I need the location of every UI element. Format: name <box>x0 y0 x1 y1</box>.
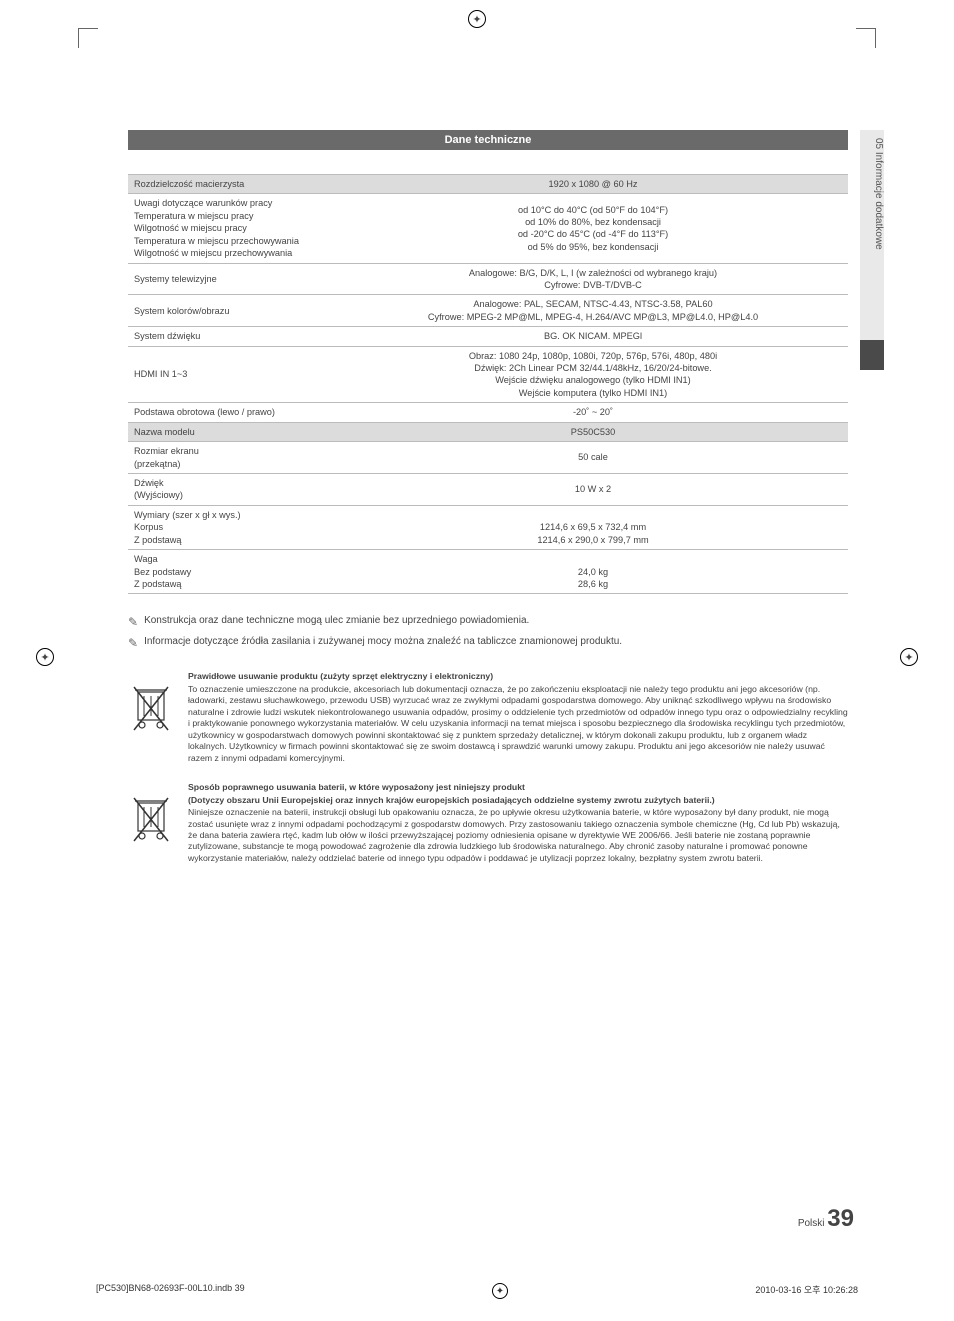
table-row: Systemy telewizyjneAnalogowe: B/G, D/K, … <box>128 263 848 295</box>
table-row: Podstawa obrotowa (lewo / prawo)-20˚ ~ 2… <box>128 403 848 422</box>
disposal-2-text: Sposób poprawnego usuwania baterii, w kt… <box>188 782 848 864</box>
spec-label: WagaBez podstawyZ podstawą <box>128 550 338 594</box>
table-row: Dźwięk(Wyjściowy)10 W x 2 <box>128 474 848 506</box>
crop-mark-tr <box>856 28 876 48</box>
table-row: WagaBez podstawyZ podstawą24,0 kg28,6 kg <box>128 550 848 594</box>
disposal-2-body: Niniejsze oznaczenie na baterii, instruk… <box>188 807 848 864</box>
spec-value: 10 W x 2 <box>338 474 848 506</box>
spec-table: Rozdzielczość macierzysta1920 x 1080 @ 6… <box>128 174 848 594</box>
side-tab: 05 Informacje dodatkowe <box>860 130 884 370</box>
spec-value: 1920 x 1080 @ 60 Hz <box>338 175 848 194</box>
table-row: HDMI IN 1~3Obraz: 1080 24p, 1080p, 1080i… <box>128 346 848 403</box>
print-registration-mark-left <box>36 648 54 666</box>
table-row: System dźwiękuBG. OK NICAM. MPEGl <box>128 327 848 346</box>
spec-value: PS50C530 <box>338 422 848 441</box>
table-row: System kolorów/obrazuAnalogowe: PAL, SEC… <box>128 295 848 327</box>
print-registration-mark-top <box>468 10 486 28</box>
section-header: Dane techniczne <box>128 130 848 150</box>
note-2: ✎ Informacje dotyczące źródła zasilania … <box>128 633 848 653</box>
print-footer-file: [PC530]BN68-02693F-00L10.indb 39 <box>96 1283 245 1299</box>
spec-value: od 10°C do 40°C (od 50°F do 104°F)od 10%… <box>338 194 848 263</box>
disposal-2-subtitle: (Dotyczy obszaru Unii Europejskiej oraz … <box>188 795 848 806</box>
spec-label: Rozdzielczość macierzysta <box>128 175 338 194</box>
footer-lang: Polski <box>798 1218 825 1229</box>
spec-value: 1214,6 x 69,5 x 732,4 mm1214,6 x 290,0 x… <box>338 505 848 549</box>
print-footer: [PC530]BN68-02693F-00L10.indb 39 2010-03… <box>96 1283 858 1299</box>
battery-disposal-icon <box>128 790 174 848</box>
note-icon: ✎ <box>128 612 138 632</box>
table-row: Wymiary (szer x gł x wys.)KorpusZ podsta… <box>128 505 848 549</box>
note-1: ✎ Konstrukcja oraz dane techniczne mogą … <box>128 612 848 632</box>
spec-value: 24,0 kg28,6 kg <box>338 550 848 594</box>
disposal-block-1: Prawidłowe usuwanie produktu (zużyty spr… <box>128 671 848 764</box>
spec-label: Rozmiar ekranu(przekątna) <box>128 442 338 474</box>
spec-label: Systemy telewizyjne <box>128 263 338 295</box>
weee-icon <box>128 679 174 737</box>
spec-label: Podstawa obrotowa (lewo / prawo) <box>128 403 338 422</box>
spec-value: BG. OK NICAM. MPEGl <box>338 327 848 346</box>
spec-value: Analogowe: PAL, SECAM, NTSC-4.43, NTSC-3… <box>338 295 848 327</box>
page-content: Dane techniczne Rozdzielczość macierzyst… <box>128 130 848 864</box>
spec-label: Nazwa modelu <box>128 422 338 441</box>
spec-label: System dźwięku <box>128 327 338 346</box>
footer-page-num: 39 <box>827 1205 854 1232</box>
page-footer: Polski 39 <box>798 1205 854 1233</box>
print-footer-timestamp: 2010-03-16 오후 10:26:28 <box>755 1283 858 1299</box>
crop-mark-tl <box>78 28 98 48</box>
spec-label: Dźwięk(Wyjściowy) <box>128 474 338 506</box>
note-icon: ✎ <box>128 633 138 653</box>
disposal-2-title: Sposób poprawnego usuwania baterii, w kt… <box>188 782 848 793</box>
table-row: Uwagi dotyczące warunków pracyTemperatur… <box>128 194 848 263</box>
spec-value: 50 cale <box>338 442 848 474</box>
spec-label: HDMI IN 1~3 <box>128 346 338 403</box>
disposal-block-2: Sposób poprawnego usuwania baterii, w kt… <box>128 782 848 864</box>
spec-label: System kolorów/obrazu <box>128 295 338 327</box>
notes-block: ✎ Konstrukcja oraz dane techniczne mogą … <box>128 612 848 653</box>
table-row: Nazwa modeluPS50C530 <box>128 422 848 441</box>
spec-label: Wymiary (szer x gł x wys.)KorpusZ podsta… <box>128 505 338 549</box>
print-registration-mark-bottom <box>492 1283 508 1299</box>
note-2-text: Informacje dotyczące źródła zasilania i … <box>144 633 622 650</box>
disposal-1-text: Prawidłowe usuwanie produktu (zużyty spr… <box>188 671 848 764</box>
note-1-text: Konstrukcja oraz dane techniczne mogą ul… <box>144 612 529 629</box>
spec-value: -20˚ ~ 20˚ <box>338 403 848 422</box>
disposal-1-title: Prawidłowe usuwanie produktu (zużyty spr… <box>188 671 848 682</box>
print-registration-mark-right <box>900 648 918 666</box>
spec-value: Obraz: 1080 24p, 1080p, 1080i, 720p, 576… <box>338 346 848 403</box>
table-row: Rozmiar ekranu(przekątna)50 cale <box>128 442 848 474</box>
spec-label: Uwagi dotyczące warunków pracyTemperatur… <box>128 194 338 263</box>
disposal-1-body: To oznaczenie umieszczone na produkcie, … <box>188 684 848 764</box>
side-tab-dark <box>860 340 884 370</box>
table-row: Rozdzielczość macierzysta1920 x 1080 @ 6… <box>128 175 848 194</box>
spec-value: Analogowe: B/G, D/K, L, I (w zależności … <box>338 263 848 295</box>
